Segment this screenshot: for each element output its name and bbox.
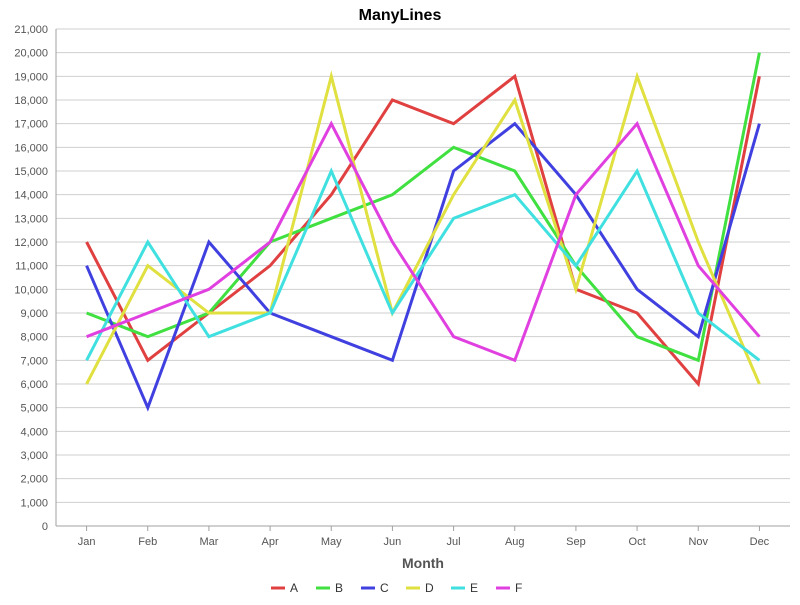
y-tick-label: 10,000 [14,284,48,296]
y-tick-label: 12,000 [14,237,48,249]
y-tick-label: 0 [42,521,48,533]
y-tick-label: 11,000 [15,261,48,273]
y-tick-label: 9,000 [20,308,48,320]
x-tick-label: Mar [199,536,218,548]
y-tick-label: 4,000 [20,426,48,438]
y-tick-label: 13,000 [14,213,48,225]
legend-label-f: F [515,581,522,595]
legend-label-b: B [335,581,343,595]
y-tick-label: 2,000 [20,474,48,486]
x-tick-label: Oct [629,536,646,548]
x-tick-label: Dec [750,536,770,548]
y-tick-label: 15,000 [14,166,48,178]
x-tick-label: Apr [262,536,279,548]
series-line-b [86,52,761,363]
y-tick-label: 16,000 [14,142,48,154]
series-line-d [85,70,761,385]
x-tick-label: Nov [688,536,708,548]
y-tick-label: 21,000 [14,24,48,36]
x-axis-label: Month [402,555,444,571]
y-tick-label: 5,000 [20,403,48,415]
series-layer [85,52,761,412]
y-tick-label: 18,000 [14,95,48,107]
series-line-a [85,73,761,388]
y-tick-label: 1,000 [20,497,48,509]
y-tick-label: 19,000 [14,71,48,83]
y-tick-label: 7,000 [20,355,48,367]
axis-layer: 0 1,000 2,000 3,000 4,000 5,000 6,000 7,000 8,00… [14,24,790,548]
legend-label-d: D [425,581,434,595]
x-tick-label: Aug [505,536,525,548]
x-tick-label: Jan [78,536,96,548]
legend-label-c: C [380,581,389,595]
legend: A B C D E F [271,581,522,595]
legend-label-a: A [290,581,298,595]
x-tick-label: Feb [138,536,157,548]
y-tick-label: 20,000 [14,48,48,60]
x-tick-label: Sep [566,536,586,548]
x-tick-label: Jun [384,536,402,548]
series-line-e [85,167,761,362]
x-tick-label: May [321,536,342,548]
y-tick-label: 14,000 [14,190,48,202]
y-tick-label: 6,000 [20,379,48,391]
chart-title: ManyLines [359,7,442,24]
y-tick-label: 17,000 [14,119,48,131]
series-line-f [86,120,761,363]
y-tick-label: 8,000 [20,332,48,344]
y-tick-label: 3,000 [20,450,48,462]
x-tick-label: Jul [447,536,461,548]
legend-label-e: E [470,581,478,595]
grid-layer [56,28,790,527]
